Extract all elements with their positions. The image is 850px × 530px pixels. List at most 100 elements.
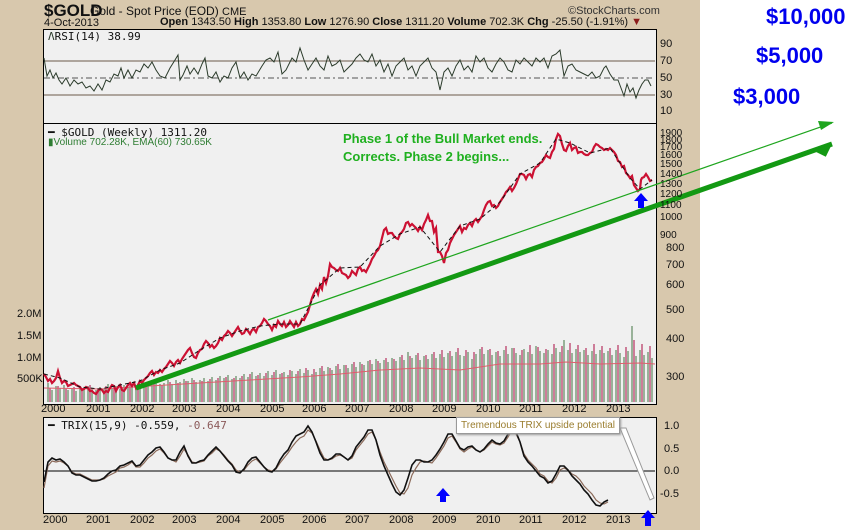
low-value: 1276.90 bbox=[329, 16, 370, 28]
rsi-panel bbox=[43, 29, 657, 125]
quote-date: 4-Oct-2013 bbox=[44, 17, 100, 29]
price-axis-label: 1500 bbox=[660, 159, 683, 170]
volume-legend-text: Volume 702.28K, EMA(60) 730.65K bbox=[53, 137, 212, 148]
trix-signal-value: -0.647 bbox=[187, 419, 227, 432]
target-3000: $3,000 bbox=[733, 84, 801, 109]
year-label: 2008 bbox=[389, 514, 414, 526]
year-label: 2010 bbox=[476, 514, 501, 526]
long-term-trendline bbox=[135, 141, 833, 391]
target-5000: $5,000 bbox=[756, 43, 824, 68]
volume-axis-label: 2.0M bbox=[17, 308, 42, 320]
year-label: 2007 bbox=[345, 514, 370, 526]
volume-value: 702.3K bbox=[489, 16, 525, 28]
trix-axis-label: 0.5 bbox=[664, 443, 680, 455]
year-label: 2007 bbox=[345, 403, 370, 415]
price-axis-label: 1600 bbox=[660, 150, 683, 161]
trix-axis-label: -0.5 bbox=[660, 488, 679, 500]
close-value: 1311.20 bbox=[405, 16, 445, 28]
high-value: 1353.80 bbox=[261, 16, 302, 28]
price-axis-label: 1300 bbox=[660, 179, 683, 190]
exchange: CME bbox=[222, 6, 247, 18]
trix-axis-label: 0.0 bbox=[664, 465, 680, 477]
price-up-arrow bbox=[634, 193, 648, 208]
volume-axis-label: 500K bbox=[17, 373, 43, 385]
change-label: Chg bbox=[527, 16, 549, 28]
year-label: 2009 bbox=[432, 514, 457, 526]
symbol-title: $GOLD bbox=[44, 1, 103, 20]
close-label: Close bbox=[372, 16, 403, 28]
rsi-legend-text: RSI(14) 38.99 bbox=[54, 30, 141, 43]
price-axis-label: 1400 bbox=[660, 169, 683, 180]
price-axis-label: 700 bbox=[666, 259, 685, 271]
high-label: High bbox=[234, 16, 259, 28]
annotation-line-1: Phase 1 of the Bull Market ends. bbox=[343, 131, 543, 146]
price-axis-label: 900 bbox=[660, 230, 677, 241]
down-triangle-icon: ▼ bbox=[631, 16, 643, 28]
rsi-icon: Λ bbox=[48, 30, 55, 43]
price-axis-label: 1900 bbox=[660, 128, 683, 139]
target-10000: $10,000 bbox=[766, 4, 846, 29]
year-label: 2004 bbox=[216, 514, 241, 526]
price-axis-label: 600 bbox=[666, 279, 685, 291]
year-label: 2006 bbox=[302, 514, 327, 526]
price-axis-label: 1100 bbox=[660, 200, 682, 211]
year-label: 2003 bbox=[172, 514, 197, 526]
price-axis-label: 1200 bbox=[660, 189, 683, 200]
year-label: 2006 bbox=[302, 403, 327, 415]
price-axis-label: 1800 bbox=[660, 135, 683, 146]
open-label: Open bbox=[160, 16, 189, 28]
price-legend-text: $GOLD (Weekly) 1311.20 bbox=[61, 126, 207, 139]
year-label: 2012 bbox=[562, 403, 587, 415]
year-label: 2001 bbox=[86, 403, 111, 415]
volume-axis-label: 1.0M bbox=[17, 352, 42, 364]
year-label: 2003 bbox=[172, 403, 197, 415]
volume-axis-label: 1.5M bbox=[17, 330, 42, 342]
year-label: 2013 bbox=[606, 514, 631, 526]
phase-trendline bbox=[267, 122, 833, 321]
line-icon: ━ bbox=[48, 419, 55, 432]
year-label: 2001 bbox=[86, 514, 111, 526]
trix-legend-value: TRIX(15,9) -0.559, bbox=[61, 419, 181, 432]
year-label: 2010 bbox=[476, 403, 501, 415]
year-label: 2009 bbox=[432, 403, 457, 415]
line-icon: ━ bbox=[48, 126, 55, 139]
price-axis-label: 800 bbox=[666, 242, 685, 254]
volume-bars bbox=[43, 326, 656, 402]
rsi-axis-label: 10 bbox=[660, 105, 673, 117]
year-label: 2008 bbox=[389, 403, 414, 415]
symbol-description: Gold - Spot Price (EOD) CME bbox=[90, 4, 247, 18]
price-axis-label: 300 bbox=[666, 371, 685, 383]
year-label: 2004 bbox=[216, 403, 241, 415]
year-label: 2002 bbox=[130, 514, 155, 526]
volume-label: Volume bbox=[447, 16, 487, 28]
trix-2009-arrow bbox=[436, 488, 450, 502]
rsi-legend: ΛRSI(14) 38.99 bbox=[48, 30, 141, 43]
rsi-axis-label: 70 bbox=[660, 55, 673, 67]
volume-bars-icon: ▮ bbox=[48, 137, 54, 148]
symbol-name: Gold - Spot Price (EOD) bbox=[90, 4, 219, 18]
trix-callout: Tremendous TRIX upside potential bbox=[456, 417, 620, 434]
rsi-axis-label: 50 bbox=[660, 72, 673, 84]
year-label: 2005 bbox=[260, 403, 285, 415]
year-label: 2002 bbox=[130, 403, 155, 415]
trix-legend: ━ TRIX(15,9) -0.559, -0.647 bbox=[48, 419, 227, 432]
rsi-axis-label: 30 bbox=[660, 89, 673, 101]
price-axis-label: 500 bbox=[666, 304, 685, 316]
year-label: 2013 bbox=[606, 403, 631, 415]
low-label: Low bbox=[304, 16, 327, 28]
year-label: 2000 bbox=[41, 403, 66, 415]
volume-legend: ▮Volume 702.28K, EMA(60) 730.65K bbox=[48, 137, 212, 148]
ohlc-summary: Open 1343.50 High 1353.80 Low 1276.90 Cl… bbox=[160, 16, 642, 28]
change-value: -25.50 (-1.91%) bbox=[551, 16, 629, 28]
price-legend: ━ $GOLD (Weekly) 1311.20 bbox=[48, 126, 207, 139]
trix-2013-arrow bbox=[641, 510, 655, 526]
trix-axis-label: 1.0 bbox=[664, 420, 680, 432]
year-label: 2012 bbox=[562, 514, 587, 526]
annotation-line-2: Corrects. Phase 2 begins... bbox=[343, 149, 510, 164]
year-label: 2011 bbox=[519, 514, 543, 526]
open-value: 1343.50 bbox=[191, 16, 231, 28]
phase-annotation: Phase 1 of the Bull Market ends. Correct… bbox=[343, 130, 542, 166]
year-label: 2000 bbox=[43, 514, 68, 526]
stockcharts-brand[interactable]: ©StockCharts.com bbox=[568, 5, 660, 17]
